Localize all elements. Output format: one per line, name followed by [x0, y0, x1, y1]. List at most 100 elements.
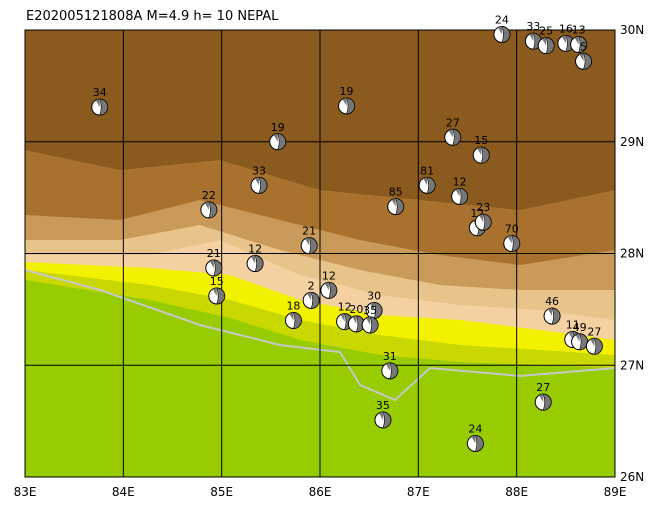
beachball-quadrant: [258, 177, 268, 194]
focal-mechanism: [300, 237, 318, 255]
depth-label: 19: [271, 121, 285, 134]
depth-label: 46: [545, 295, 559, 308]
focal-mechanism: [365, 301, 383, 319]
depth-label: 18: [286, 300, 300, 313]
depth-label: 12: [338, 301, 352, 314]
map-title: E202005121808A M=4.9 h= 10 NEPAL: [26, 9, 279, 24]
beachball-quadrant: [482, 213, 492, 231]
focal-mechanism: [361, 316, 379, 334]
beachball-quadrant: [95, 99, 100, 108]
beachball-quadrant: [293, 312, 302, 329]
beachball-quadrant: [369, 316, 379, 334]
beachball-quadrant: [448, 129, 453, 138]
depth-label: 21: [302, 225, 316, 238]
beachball-quadrant: [370, 302, 375, 311]
beachball-quadrant: [568, 331, 573, 340]
beachball-quadrant: [501, 26, 511, 43]
map-frame: [24, 29, 616, 478]
focal-mechanism: [200, 201, 218, 219]
depth-label: 81: [420, 164, 434, 177]
depth-label: 12: [453, 176, 467, 189]
beachball-quadrant: [480, 146, 490, 164]
beachball-quadrant: [346, 97, 355, 115]
beachball-quadrant: [289, 312, 294, 321]
beachball-quadrant: [578, 36, 587, 53]
beachball-quadrant: [352, 315, 357, 324]
focal-mechanism: [208, 287, 226, 305]
depth-label: 33: [526, 20, 540, 33]
beachball-quadrant: [255, 177, 260, 186]
beachball-quadrant: [561, 35, 566, 44]
beachball-quadrant: [497, 26, 502, 35]
lon-tick-label: 88E: [505, 485, 528, 499]
focal-mechanism: [387, 198, 405, 216]
beachball-quadrant: [459, 188, 468, 205]
depth-label: 85: [389, 186, 403, 199]
depth-label: 25: [539, 25, 553, 38]
beachball-quadrant: [545, 37, 555, 54]
focal-mechanism: [250, 176, 268, 194]
depth-label: 34: [93, 86, 107, 99]
depth-label: 27: [446, 116, 460, 129]
depth-label: 33: [252, 164, 266, 177]
beachball-quadrant: [575, 333, 580, 342]
depth-label: 12: [322, 269, 336, 282]
beachball-quadrant: [209, 260, 214, 269]
lon-tick-label: 87E: [407, 485, 430, 499]
beachball-quadrant: [479, 214, 484, 223]
beachball-quadrant: [212, 287, 217, 296]
focal-mechanism: [320, 281, 338, 299]
beachball-quadrant: [366, 317, 371, 326]
depth-label: 19: [340, 85, 354, 98]
depth-label: 31: [383, 350, 397, 363]
depth-label: 27: [587, 325, 601, 338]
beachball-quadrant: [324, 282, 329, 291]
focal-mechanism: [451, 188, 469, 206]
focal-mechanism: [444, 128, 462, 146]
beachball-quadrant: [99, 98, 108, 116]
focal-mechanism: [570, 36, 588, 54]
beachball-quadrant: [382, 411, 392, 429]
lat-tick-label: 29N: [620, 135, 644, 149]
beachball-quadrant: [539, 394, 544, 403]
depth-label: 24: [468, 422, 482, 435]
lon-tick-label: 83E: [14, 485, 37, 499]
lat-tick-label: 30N: [620, 23, 644, 37]
beachball-quadrant: [507, 235, 512, 244]
depth-label: 13: [572, 24, 586, 37]
focal-mechanism: [302, 291, 320, 309]
focal-mechanism: [474, 213, 492, 231]
beachball-quadrant: [208, 201, 218, 219]
beachball-quadrant: [395, 198, 404, 215]
focal-mechanism: [91, 98, 109, 116]
depth-label: 27: [536, 381, 550, 394]
focal-mechanism: [418, 176, 436, 194]
beachball-quadrant: [551, 307, 561, 325]
beachball-quadrant: [548, 308, 553, 317]
beachball-quadrant: [423, 177, 428, 186]
focal-mechanism: [585, 337, 603, 355]
beachball-quadrant: [385, 362, 390, 371]
focal-mechanism: [338, 97, 356, 115]
beachball-quadrant: [204, 201, 209, 210]
depth-label: 35: [363, 304, 377, 317]
focal-mechanism: [534, 393, 552, 411]
focal-mechanism: [537, 37, 555, 55]
focal-mechanism: [493, 25, 511, 43]
beachball-quadrant: [574, 36, 579, 45]
lon-tick-label: 86E: [309, 485, 332, 499]
depth-label: 23: [476, 201, 490, 214]
depth-label: 49: [573, 321, 587, 334]
focal-mechanism: [381, 362, 399, 380]
lat-tick-label: 28N: [620, 247, 644, 261]
beachball-quadrant: [308, 237, 318, 254]
depth-label: 5: [580, 40, 587, 53]
focal-mechanism: [466, 434, 484, 452]
depth-label: 12: [248, 243, 262, 256]
beachball-quadrant: [529, 33, 534, 42]
beachball-quadrant: [593, 337, 603, 355]
lat-tick-label: 26N: [620, 470, 644, 484]
depth-label: 15: [210, 275, 224, 288]
beachball-quadrant: [542, 393, 552, 411]
beachball-quadrant: [340, 313, 345, 322]
